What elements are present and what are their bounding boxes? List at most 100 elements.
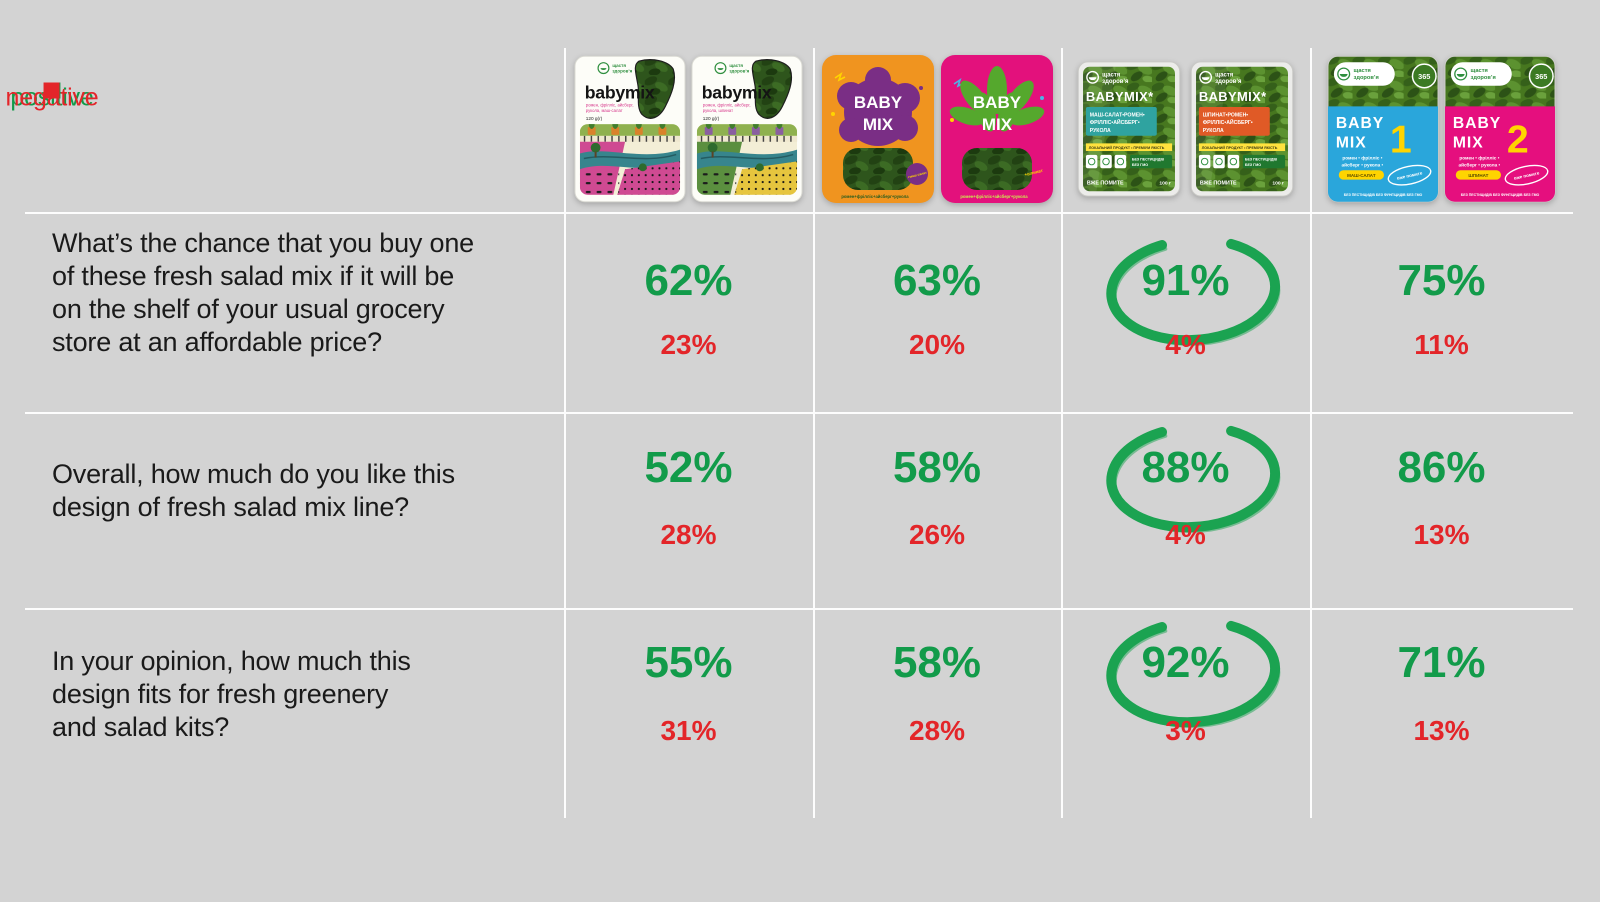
pack-title: BABY <box>1453 115 1501 132</box>
package-babymix-tray-orange: щастя здоров’я BABYMIX* ШПИНАТ•РОМЕН• ФР… <box>1190 61 1294 197</box>
negative-value: 4% <box>1165 329 1206 360</box>
question-cell: What’s the chance that you buy one of th… <box>25 212 564 412</box>
pack-washed: ВЖЕ ПОМИТЕ <box>1087 181 1124 187</box>
question-cell: Overall, how much do you like this desig… <box>25 412 564 608</box>
negative-value: 11% <box>1414 329 1469 360</box>
pack-badge-365: 365 <box>1418 72 1430 81</box>
positive-value: 52% <box>644 442 733 492</box>
negative-value: 3% <box>1165 714 1206 746</box>
negative-value: 31% <box>660 714 717 746</box>
value-cell-design-4: 75% 11% <box>1310 212 1573 412</box>
brand-line2: здоров’я <box>1471 75 1496 81</box>
svg-text:вже помите: вже помите <box>1513 170 1540 180</box>
value-cell-design-1: 52% 28% <box>564 412 813 608</box>
pack-ingredients: ромен+фрілліс+айсберг+рукола <box>960 194 1028 199</box>
package-babymix-b: щастя здоров’я babymix ромен, фрілліс, а… <box>691 55 803 203</box>
brand-line2: здоров’я <box>612 69 632 74</box>
pack-ingredients: ромен+фрілліс+айсберг+рукола <box>841 194 909 199</box>
pack-label: РУКОЛА <box>1203 128 1224 134</box>
value-cell-design-4: 71% 13% <box>1310 608 1573 818</box>
value-cell-design-3: 92% 3% <box>1061 608 1310 818</box>
negative-value: 20% <box>908 329 966 360</box>
pack-ingredients: айсберг • рукола • <box>1459 161 1501 167</box>
table-row: Overall, how much do you like this desig… <box>25 412 1573 608</box>
package-babymix-tray-teal: щастя здоров’я BABYMIX* МАШ-САЛАТ•РОМЕН•… <box>1077 61 1181 197</box>
pack-title: babymix <box>585 83 655 103</box>
positive-value: 55% <box>644 637 733 687</box>
leaf-cluster <box>949 66 1044 132</box>
negative-value: 26% <box>908 519 966 551</box>
pack-strip: ЛОКАЛЬНИЙ ПРОДУКТ • ПРЕМІУМ ЯКІСТЬ <box>1202 146 1278 150</box>
positive-value: 86% <box>1397 442 1486 492</box>
brand-line1: щастя <box>612 63 626 68</box>
value-cell-design-1: 55% 31% <box>564 608 813 818</box>
brand-line1: щастя <box>1471 68 1488 74</box>
negative-value: 28% <box>908 714 966 746</box>
pack-subtitle: рукола, шпинат <box>703 108 733 113</box>
negative-value: 23% <box>660 329 717 360</box>
positive-value: 91% <box>1141 256 1230 305</box>
question-text: What’s the chance that you buy one of th… <box>52 228 474 357</box>
brand-line1: щастя <box>1354 68 1371 74</box>
pack-badge-365: 365 <box>1535 72 1547 81</box>
legend-item-negative: negative <box>6 81 99 116</box>
pack-illustration <box>696 124 798 195</box>
pack-label: ФРІЛЛІС•АЙСБЕРГ• <box>1203 118 1253 126</box>
pack-ingredients: ромен • фрілліс • <box>1459 154 1499 160</box>
washed-badge: вже помите <box>1387 164 1432 186</box>
value-cell-design-4: 86% 13% <box>1310 412 1573 608</box>
pack-title: MIX <box>862 115 893 134</box>
svg-text:вже помите: вже помите <box>1396 170 1423 180</box>
pack-weight: 100 г <box>1159 181 1171 187</box>
pack-extra-label: +маш салат <box>907 171 927 180</box>
header-design-2: BABY MIX +маш салат ромен+фрілліс+айсбер… <box>813 46 1061 212</box>
positive-value: 88% <box>1141 442 1230 492</box>
row-divider <box>25 608 1573 610</box>
pack-weight: 120 g(r) <box>703 116 720 121</box>
header-design-3: щастя здоров’я BABYMIX* МАШ-САЛАТ•РОМЕН•… <box>1061 46 1310 212</box>
positive-value: 58% <box>892 442 982 492</box>
pack-ingredients: ромен • фрілліс • <box>1342 154 1382 160</box>
pack-strip: ЛОКАЛЬНИЙ ПРОДУКТ • ПРЕМІУМ ЯКІСТЬ <box>1089 146 1165 150</box>
negative-swatch-icon <box>43 82 60 98</box>
pack-label: ФРІЛЛІС•АЙСБЕРГ• <box>1090 118 1140 126</box>
column-divider <box>1310 48 1312 818</box>
pack-title: MIX <box>1453 135 1484 152</box>
pack-label: ШПИНАТ•РОМЕН• <box>1203 113 1249 119</box>
positive-value: 62% <box>644 256 733 305</box>
negative-value: 28% <box>660 519 717 551</box>
question-text: Overall, how much do you like this desig… <box>52 459 455 522</box>
package-babymix-a: щастя здоров’я babymix ромен, фрілліс, а… <box>574 55 686 203</box>
negative-value: 4% <box>1165 519 1206 551</box>
negative-value: 13% <box>1413 714 1470 746</box>
positive-value: 75% <box>1397 256 1486 305</box>
pack-title: BABY <box>972 93 1021 112</box>
pack-extra-label: +шпинат <box>1023 168 1043 178</box>
pack-label: РУКОЛА <box>1090 128 1111 134</box>
pack-subtitle: ромен, фрілліс, айсберг, <box>703 102 751 107</box>
washed-badge: вже помите <box>1504 164 1549 186</box>
pack-weight: 100 г <box>1272 181 1284 187</box>
header-design-1: щастя здоров’я babymix ромен, фрілліс, а… <box>564 46 813 212</box>
pack-label: МАШ-САЛАТ•РОМЕН• <box>1090 113 1145 119</box>
brand-line2: здоров’я <box>1102 79 1129 85</box>
pack-title: MIX <box>981 115 1012 134</box>
pack-number: 1 <box>1390 118 1412 162</box>
pack-weight: 120 g(r) <box>586 116 603 121</box>
package-babymix-pink: BABY MIX +шпинат ромен+фрілліс+айсберг+р… <box>940 55 1053 203</box>
value-cell-design-1: 62% 23% <box>564 212 813 412</box>
pack-illustration <box>579 124 681 195</box>
package-babymix1-blue: щастя здоров’я 365 BABY MIX 1 ромен • фр… <box>1327 55 1439 203</box>
pack-title: babymix <box>702 83 772 103</box>
positive-value: 63% <box>892 256 982 305</box>
value-cell-design-2: 58% 26% <box>813 412 1061 608</box>
cert-icons <box>1198 154 1240 169</box>
purple-blob <box>836 67 920 146</box>
pack-subtitle: ромен, фрілліс, айсберг, <box>586 102 634 107</box>
pack-number: 2 <box>1507 118 1529 162</box>
brand-line1: щастя <box>1102 72 1121 78</box>
value-cell-design-3: 88% 4% <box>1061 412 1310 608</box>
pack-claim: БЕЗ ПЕСТИЦИДІВ <box>1132 158 1165 162</box>
column-divider <box>1061 48 1063 818</box>
